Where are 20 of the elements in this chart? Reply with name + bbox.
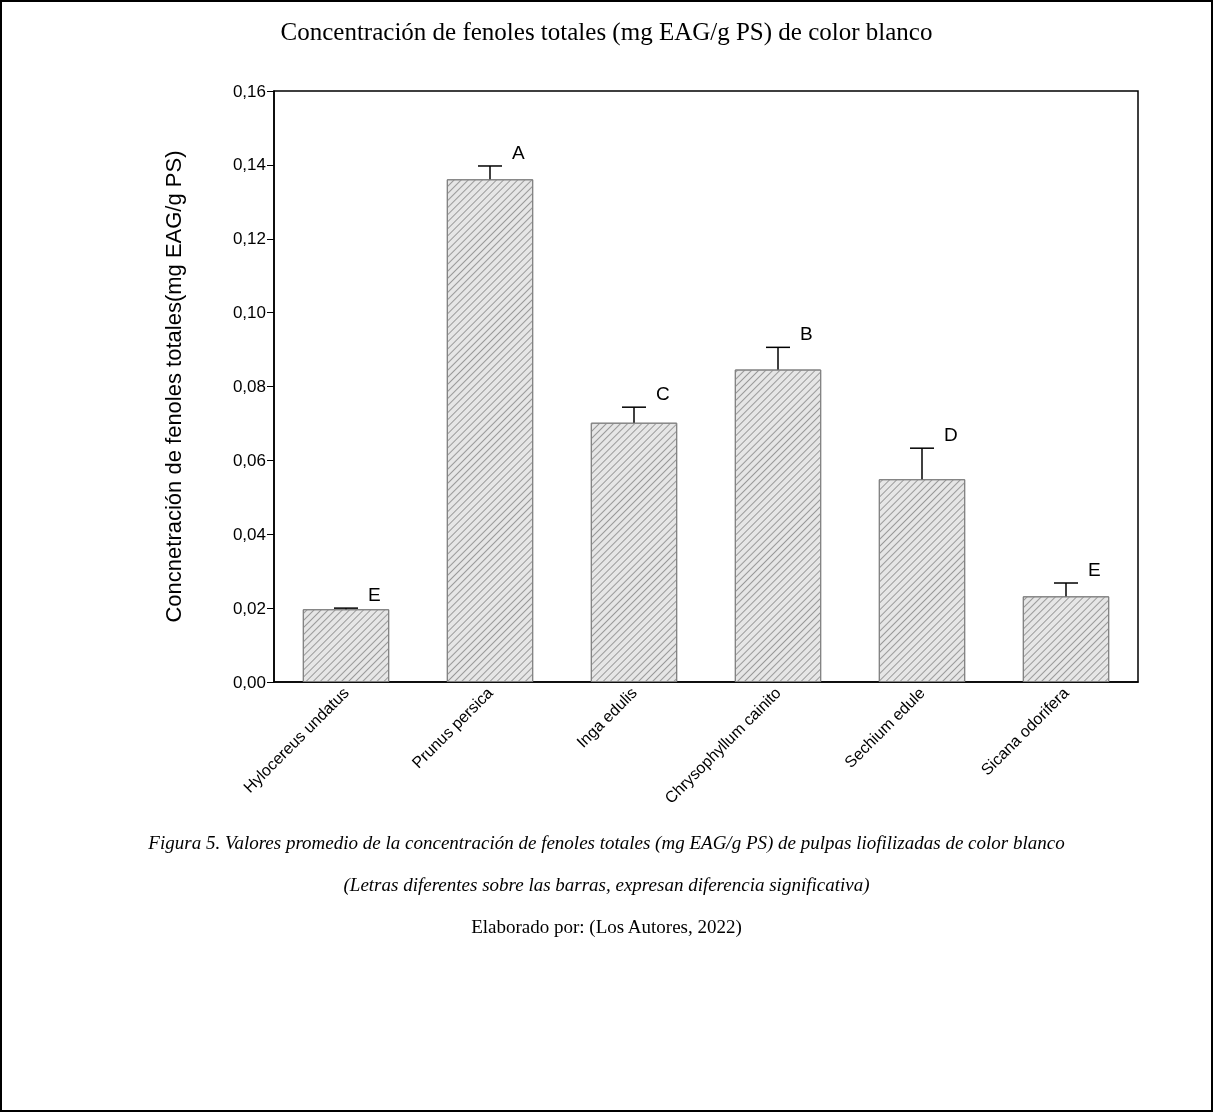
y-tick-label: 0,14 (232, 155, 266, 175)
annotation: A (512, 141, 525, 163)
annotation: B (800, 323, 813, 345)
y-tick-label: 0,08 (232, 377, 266, 396)
text: Figura 5. Valores promedio de la concentración de fenoles totales (mg EAG/g PS) de pulpas liofilizadas de color blanco (147, 832, 1066, 854)
text: Elaborado por: (Los Autores, 2022) (470, 916, 743, 938)
y-tick-label: 0,10 (232, 303, 266, 323)
y-tick-label: 0,00 (232, 672, 266, 692)
y-tick-label: 0,02 (232, 598, 266, 618)
annotation: E (368, 584, 381, 606)
text: (Letras diferentes sobre las barras, expresan diferencia significativa) (342, 874, 871, 896)
chart-title: Concentración de fenoles totales (mg EAG/g PS) de color blanco (280, 18, 933, 46)
annotation: E (1088, 559, 1101, 581)
y-tick-label: 0,04 (232, 524, 266, 544)
annotation: C (656, 383, 670, 405)
y-tick-label: 0,12 (232, 229, 266, 249)
annotation: D (944, 424, 958, 446)
y-tick-label: 0,06 (232, 450, 266, 470)
y-axis-title: Concnetración de fenoles totales(mg EAG/g PS) (160, 150, 186, 623)
y-tick-label: 0,16 (232, 81, 266, 101)
